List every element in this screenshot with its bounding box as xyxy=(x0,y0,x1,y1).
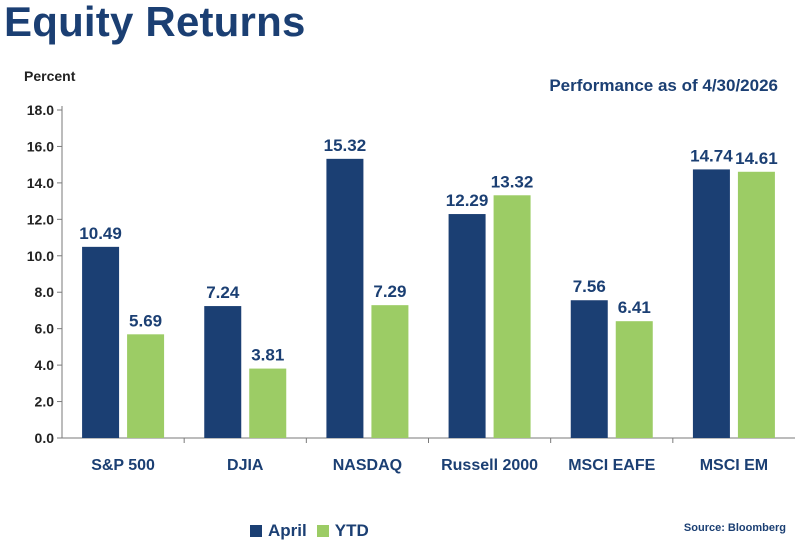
chart-subtitle: Performance as of 4/30/2026 xyxy=(549,76,778,95)
legend-label-april: April xyxy=(268,521,307,540)
data-label-april: 10.49 xyxy=(79,224,122,243)
data-label-ytd: 7.29 xyxy=(373,282,406,301)
bar-april xyxy=(448,214,486,438)
x-tick-label: DJIA xyxy=(227,457,264,474)
bar-ytd xyxy=(493,195,531,438)
legend: April YTD xyxy=(250,521,369,541)
bar-ytd xyxy=(737,171,775,439)
y-tick-label: 16.0 xyxy=(27,138,54,154)
data-label-april: 7.56 xyxy=(573,277,606,296)
x-tick-label: MSCI EM xyxy=(700,457,768,474)
legend-swatch-ytd xyxy=(316,525,329,537)
bar-ytd xyxy=(127,334,165,438)
y-tick-label: 0.0 xyxy=(35,430,55,446)
legend-swatch-april xyxy=(250,525,262,537)
y-tick-label: 8.0 xyxy=(35,284,55,300)
bar-april xyxy=(570,300,608,438)
data-label-ytd: 13.32 xyxy=(491,172,534,191)
y-tick-label: 10.0 xyxy=(27,248,54,264)
data-label-april: 12.29 xyxy=(446,191,489,210)
source-note: Source: Bloomberg xyxy=(683,522,786,534)
y-tick-label: 12.0 xyxy=(27,211,54,227)
bar-ytd xyxy=(615,321,653,438)
bar-ytd xyxy=(249,368,287,438)
bar-april xyxy=(692,169,730,438)
bar-april xyxy=(82,246,120,438)
bar-ytd xyxy=(371,305,409,438)
y-tick-label: 6.0 xyxy=(35,321,55,337)
y-tick-label: 4.0 xyxy=(35,357,55,373)
y-tick-label: 2.0 xyxy=(35,394,55,410)
data-label-april: 14.74 xyxy=(690,146,733,165)
legend-item-ytd: YTD xyxy=(316,521,369,541)
legend-label-ytd: YTD xyxy=(334,521,369,540)
bar-april xyxy=(326,158,364,438)
x-tick-label: Russell 2000 xyxy=(441,457,538,474)
bar-april xyxy=(204,306,242,438)
y-tick-label: 18.0 xyxy=(27,102,54,118)
data-label-ytd: 14.61 xyxy=(735,149,778,168)
x-tick-label: NASDAQ xyxy=(333,457,402,474)
data-label-april: 7.24 xyxy=(206,283,240,302)
data-label-ytd: 6.41 xyxy=(618,298,651,317)
x-tick-label: MSCI EAFE xyxy=(568,457,655,474)
data-label-ytd: 3.81 xyxy=(251,346,284,365)
x-tick-label: S&P 500 xyxy=(91,457,155,474)
data-label-ytd: 5.69 xyxy=(129,311,162,330)
legend-item-april: April xyxy=(250,521,307,541)
y-axis-label: Percent xyxy=(24,68,76,84)
data-label-april: 15.32 xyxy=(324,136,367,155)
chart-title: Equity Returns xyxy=(4,0,306,45)
y-tick-label: 14.0 xyxy=(27,175,54,191)
